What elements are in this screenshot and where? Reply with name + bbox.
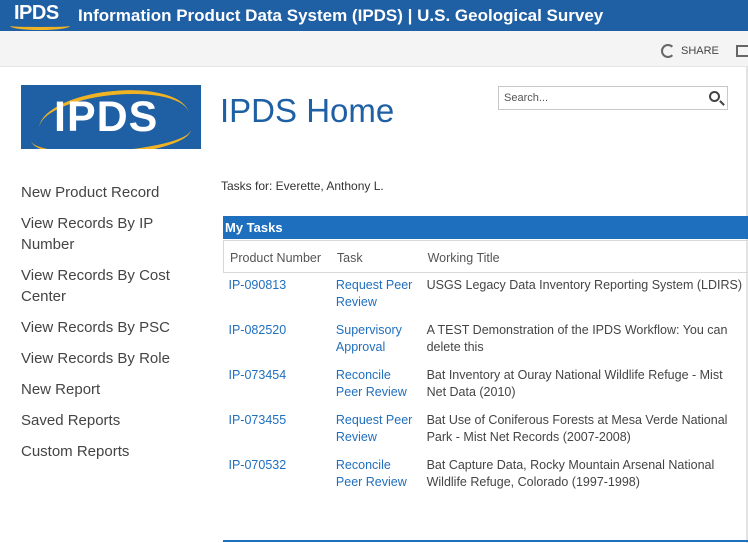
working-title: Bat Capture Data, Rocky Mountain Arsenal… — [426, 458, 715, 472]
working-title-cont: Net Data (2010) — [426, 385, 516, 399]
table-row: IP-073454 Reconcile Peer Review Bat Inve… — [224, 363, 748, 408]
share-button[interactable]: SHARE — [661, 44, 719, 58]
site-logo[interactable]: IPDS — [21, 85, 201, 149]
working-title-cont: Park - Mist Net Records (2007-2008) — [426, 430, 631, 444]
working-title-cont: Wildlife Refuge, Colorado (1997-1998) — [426, 475, 640, 489]
working-title-cont: delete this — [426, 340, 484, 354]
nav-item-saved-reports[interactable]: Saved Reports — [21, 412, 121, 429]
site-logo-text: IPDS — [54, 93, 159, 141]
share-icon — [661, 44, 675, 58]
table-row: IP-070532 Reconcile Peer Review Bat Capt… — [224, 453, 748, 498]
search-box — [498, 86, 728, 110]
task-link[interactable]: Request Peer Review — [335, 278, 413, 309]
table-row: IP-090813 Request Peer Review USGS Legac… — [224, 273, 748, 319]
suite-title[interactable]: Information Product Data System (IPDS) |… — [78, 6, 604, 25]
nav-item-records-by-cost-center[interactable]: View Records By Cost Center — [21, 267, 170, 305]
product-number-link[interactable]: IP-082520 — [228, 323, 287, 337]
product-number-link[interactable]: IP-073455 — [228, 413, 287, 427]
my-tasks-heading: My Tasks — [223, 216, 748, 239]
table-row: IP-073455 Request Peer Review Bat Use of… — [224, 408, 748, 453]
search-icon[interactable] — [709, 91, 720, 102]
suite-logo-text: IPDS — [14, 2, 59, 24]
nav-item-records-by-ip-number[interactable]: View Records By IP Number — [21, 215, 154, 253]
column-header-task[interactable]: Task — [330, 240, 422, 273]
table-header-row: Product Number Task Working Title — [222, 240, 748, 273]
share-label: SHARE — [681, 45, 719, 57]
working-title: A TEST Demonstration of the IPDS Workflo… — [426, 323, 728, 337]
working-title: Bat Inventory at Ouray National Wildlife… — [426, 368, 723, 382]
nav-item-new-product-record[interactable]: New Product Record — [21, 184, 160, 201]
search-input[interactable] — [499, 87, 699, 109]
column-header-working-title[interactable]: Working Title — [421, 240, 748, 273]
working-title: USGS Legacy Data Inventory Reporting Sys… — [426, 278, 742, 292]
scrollbar-edge — [746, 67, 748, 543]
logo-swoosh-icon — [10, 22, 70, 30]
page-title: IPDS Home — [220, 92, 395, 129]
my-tasks-table: Product Number Task Working Title IP-090… — [222, 240, 748, 498]
section-divider — [223, 540, 748, 542]
nav-item-new-report[interactable]: New Report — [21, 381, 101, 398]
product-number-link[interactable]: IP-070532 — [228, 458, 287, 472]
ribbon-bar: SHARE — [0, 31, 748, 67]
task-link[interactable]: Supervisory Approval — [335, 323, 402, 354]
task-link[interactable]: Request Peer Review — [335, 413, 413, 444]
task-link[interactable]: Reconcile Peer Review — [335, 458, 407, 489]
left-navigation: New Product Record View Records By IP Nu… — [21, 182, 201, 472]
column-header-product-number[interactable]: Product Number — [222, 240, 331, 273]
tasks-for-label: Tasks for: Everette, Anthony L. — [221, 179, 384, 193]
nav-item-custom-reports[interactable]: Custom Reports — [21, 443, 130, 460]
nav-item-records-by-role[interactable]: View Records By Role — [21, 350, 170, 367]
product-number-link[interactable]: IP-090813 — [228, 278, 287, 292]
product-number-link[interactable]: IP-073454 — [228, 368, 287, 382]
task-link[interactable]: Reconcile Peer Review — [335, 368, 407, 399]
suite-bar: IPDS Information Product Data System (IP… — [0, 0, 748, 31]
nav-item-records-by-psc[interactable]: View Records By PSC — [21, 319, 170, 336]
focus-on-content-icon[interactable] — [736, 45, 748, 57]
table-row: IP-082520 Supervisory Approval A TEST De… — [224, 318, 748, 363]
working-title: Bat Use of Coniferous Forests at Mesa Ve… — [426, 413, 728, 427]
suite-logo[interactable]: IPDS — [10, 2, 70, 30]
